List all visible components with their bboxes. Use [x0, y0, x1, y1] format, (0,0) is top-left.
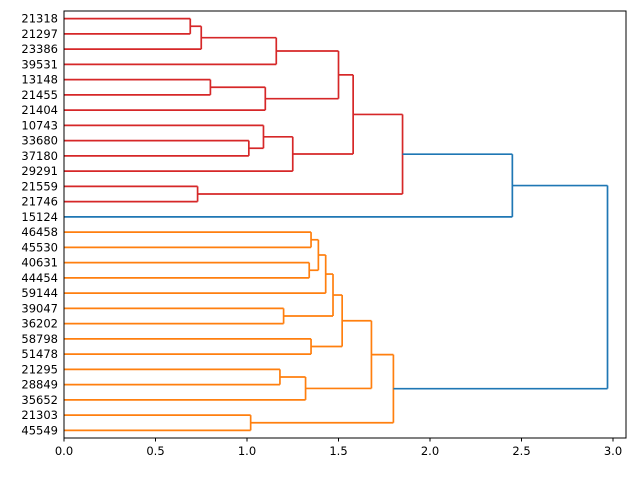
x-tick-label: 3.0	[604, 444, 622, 458]
leaf-label: 21559	[21, 179, 58, 193]
leaf-label: 37180	[21, 149, 58, 163]
leaf-label: 58798	[21, 332, 58, 346]
leaf-label: 39047	[21, 301, 58, 315]
leaf-label: 35652	[21, 393, 58, 407]
leaf-label: 33680	[21, 134, 58, 148]
leaf-label: 23386	[21, 42, 58, 56]
leaf-label: 59144	[21, 286, 58, 300]
leaf-label: 40631	[21, 256, 58, 270]
leaf-label: 21303	[21, 408, 58, 422]
leaf-label: 46458	[21, 225, 58, 239]
leaf-label: 51478	[21, 347, 58, 361]
leaf-label: 21295	[21, 362, 58, 376]
leaf-label: 45530	[21, 240, 58, 254]
x-tick-label: 2.0	[421, 444, 439, 458]
x-tick-label: 0.0	[55, 444, 73, 458]
cluster-link-b2	[393, 184, 609, 390]
leaf-label: 28849	[21, 378, 58, 392]
x-tick-label: 1.5	[329, 444, 347, 458]
leaf-label: 21404	[21, 103, 58, 117]
leaf-label: 29291	[21, 164, 58, 178]
leaf-label: 44454	[21, 271, 58, 285]
leaf-label: 39531	[21, 57, 58, 71]
leaf-label: 21318	[21, 12, 58, 26]
leaf-label: 10743	[21, 118, 58, 132]
leaf-label: 21297	[21, 27, 58, 41]
axes-border	[63, 10, 627, 439]
leaf-label: 36202	[21, 317, 58, 331]
leaf-label: 21455	[21, 88, 58, 102]
x-tick-label: 0.5	[146, 444, 164, 458]
leaf-label: 13148	[21, 73, 58, 87]
leaf-label: 21746	[21, 195, 58, 209]
x-tick-label: 2.5	[512, 444, 530, 458]
x-tick-label: 1.0	[238, 444, 256, 458]
leaf-label: 45549	[21, 423, 58, 437]
leaf-label: 15124	[21, 210, 58, 224]
